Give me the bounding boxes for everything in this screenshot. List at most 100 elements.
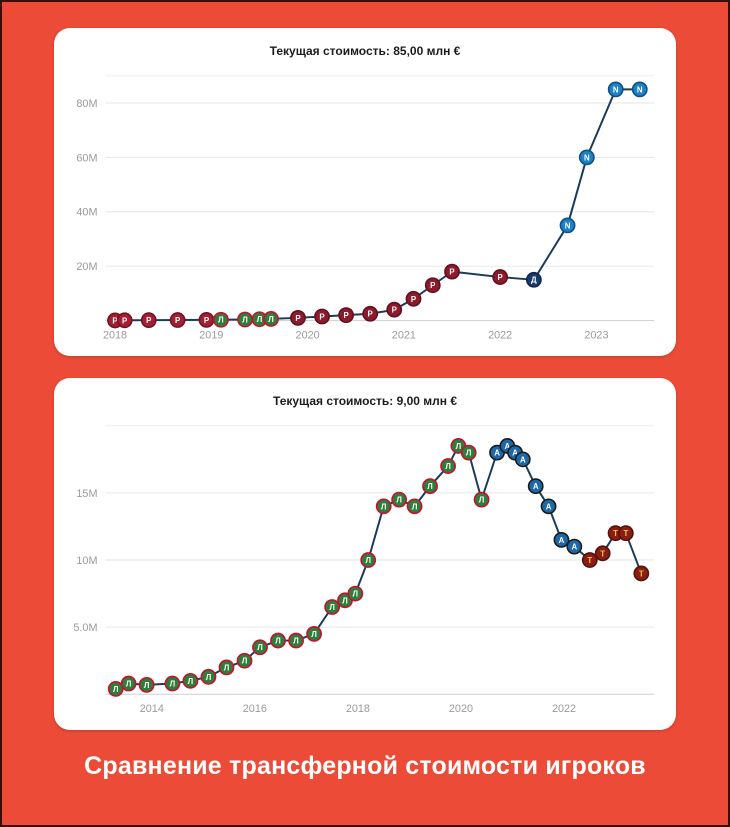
- svg-text:Р: Р: [392, 306, 397, 315]
- data-point-marker-lokomotiv-moscow-icon[interactable]: Л: [270, 632, 286, 649]
- data-point-marker-lokomotiv-moscow-icon[interactable]: Л: [218, 659, 235, 676]
- data-point-marker-torino-icon[interactable]: T: [581, 552, 598, 569]
- data-point-marker-torino-icon[interactable]: T: [633, 565, 650, 582]
- svg-text:Л: Л: [126, 680, 132, 689]
- y-tick-label: 80M: [76, 98, 97, 110]
- data-point-marker-atalanta-icon[interactable]: A: [514, 451, 531, 468]
- data-point-marker-rubin-kazan-icon[interactable]: Р: [405, 290, 422, 307]
- data-point-marker-lokomotiv-moscow-icon[interactable]: Л: [440, 458, 456, 475]
- svg-text:Л: Л: [396, 496, 402, 505]
- data-point-marker-lokomotiv-moscow-icon[interactable]: Л: [406, 498, 423, 515]
- data-point-marker-lokomotiv-moscow-icon[interactable]: Л: [422, 478, 438, 495]
- data-point-marker-lokomotiv-moscow-icon[interactable]: Л: [288, 632, 304, 649]
- x-tick-label: 2018: [103, 329, 127, 341]
- svg-text:Л: Л: [188, 677, 194, 686]
- data-point-marker-rubin-kazan-icon[interactable]: Р: [290, 309, 306, 326]
- svg-text:Л: Л: [479, 496, 485, 505]
- data-point-marker-atalanta-icon[interactable]: A: [527, 478, 544, 495]
- x-tick-label: 2020: [296, 329, 320, 341]
- svg-text:A: A: [512, 449, 518, 458]
- data-point-marker-rubin-kazan-icon[interactable]: Р: [362, 305, 379, 322]
- data-point-marker-dinamo-batumi-icon[interactable]: Д: [525, 271, 542, 288]
- svg-text:Л: Л: [456, 442, 462, 451]
- data-point-marker-torino-icon[interactable]: T: [594, 545, 611, 562]
- svg-text:Л: Л: [257, 643, 263, 652]
- svg-text:Л: Л: [342, 596, 348, 605]
- svg-text:Л: Л: [257, 315, 263, 324]
- data-point-marker-rustavi-icon[interactable]: Р: [198, 312, 215, 328]
- data-point-marker-lokomotiv-moscow-icon[interactable]: Л: [200, 669, 217, 685]
- svg-text:Р: Р: [449, 268, 454, 277]
- data-point-marker-lokomotiv-moscow-icon[interactable]: Л: [324, 599, 341, 616]
- svg-text:A: A: [571, 543, 577, 552]
- data-point-marker-rubin-kazan-icon[interactable]: Р: [492, 269, 509, 285]
- data-point-marker-rubin-kazan-icon[interactable]: Р: [314, 308, 330, 325]
- data-point-marker-rubin-kazan-icon[interactable]: Р: [444, 263, 460, 280]
- svg-text:Д: Д: [531, 276, 537, 285]
- svg-text:A: A: [546, 503, 552, 512]
- svg-text:Р: Р: [122, 316, 127, 325]
- data-point-marker-rubin-kazan-icon[interactable]: Р: [386, 301, 403, 318]
- data-point-marker-lokomotiv-moscow-icon[interactable]: Л: [391, 491, 408, 508]
- data-point-marker-lokomotiv-moscow-icon[interactable]: Л: [237, 311, 253, 328]
- svg-text:Р: Р: [368, 310, 373, 319]
- svg-text:Р: Р: [343, 311, 348, 320]
- data-point-marker-napoli-icon[interactable]: N: [607, 81, 624, 98]
- data-point-marker-lokomotiv-moscow-icon[interactable]: Л: [263, 311, 279, 327]
- y-tick-label: 15M: [76, 488, 97, 500]
- data-point-marker-rustavi-icon[interactable]: Р: [169, 312, 186, 328]
- x-tick-label: 2014: [140, 703, 164, 715]
- svg-text:Р: Р: [411, 295, 416, 304]
- data-point-marker-lokomotiv-moscow-icon[interactable]: Л: [213, 311, 229, 328]
- svg-text:Р: Р: [498, 273, 503, 282]
- data-point-marker-lokomotiv-moscow-icon[interactable]: Л: [182, 673, 199, 689]
- chart-title-top: Текущая стоимость: 85,00 млн €: [269, 44, 461, 58]
- svg-text:Л: Л: [242, 657, 248, 666]
- data-point-marker-lokomotiv-moscow-icon[interactable]: Л: [460, 444, 477, 461]
- svg-text:Л: Л: [113, 685, 119, 694]
- svg-text:Р: Р: [175, 316, 180, 325]
- data-point-marker-torino-icon[interactable]: T: [617, 525, 634, 542]
- page: Текущая стоимость: 85,00 млн € 20M 40M 60M…: [2, 2, 728, 781]
- data-point-marker-lokomotiv-moscow-icon[interactable]: Л: [236, 653, 253, 669]
- data-point-marker-rustavi-icon[interactable]: Р: [116, 312, 133, 329]
- svg-text:T: T: [613, 529, 618, 538]
- svg-text:Л: Л: [329, 603, 335, 612]
- data-point-marker-napoli-icon[interactable]: N: [578, 149, 595, 166]
- data-point-marker-lokomotiv-moscow-icon[interactable]: Л: [347, 585, 364, 602]
- data-point-marker-lokomotiv-moscow-icon[interactable]: Л: [473, 491, 490, 508]
- svg-text:Р: Р: [204, 316, 209, 325]
- data-point-marker-rubin-kazan-icon[interactable]: Р: [338, 307, 355, 324]
- svg-text:Л: Л: [427, 482, 433, 491]
- x-tick-label: 2019: [199, 329, 223, 341]
- data-point-marker-lokomotiv-moscow-icon[interactable]: Л: [375, 498, 392, 515]
- x-tick-label: 2023: [584, 329, 608, 341]
- data-point-marker-atalanta-icon[interactable]: A: [540, 498, 557, 515]
- data-point-marker-napoli-icon[interactable]: N: [559, 217, 576, 234]
- data-point-marker-lokomotiv-moscow-icon[interactable]: Л: [252, 639, 268, 656]
- data-point-marker-lokomotiv-moscow-icon[interactable]: Л: [107, 681, 124, 698]
- value-line: [115, 445, 643, 691]
- svg-text:Р: Р: [295, 314, 300, 323]
- data-point-marker-lokomotiv-moscow-icon[interactable]: Л: [360, 552, 377, 569]
- data-point-marker-atalanta-icon[interactable]: A: [566, 538, 583, 555]
- svg-text:Л: Л: [412, 503, 418, 512]
- svg-text:Л: Л: [268, 315, 274, 324]
- x-tick-label: 2020: [449, 703, 473, 715]
- data-point-marker-rubin-kazan-icon[interactable]: Р: [424, 277, 441, 294]
- data-point-marker-lokomotiv-moscow-icon[interactable]: Л: [120, 675, 137, 692]
- svg-text:Л: Л: [275, 637, 281, 646]
- data-point-marker-napoli-icon[interactable]: N: [631, 81, 648, 98]
- data-point-marker-lokomotiv-moscow-icon[interactable]: Л: [164, 675, 181, 692]
- data-point-marker-lokomotiv-moscow-icon[interactable]: Л: [306, 626, 323, 642]
- data-point-marker-lokomotiv-moscow-icon[interactable]: Л: [138, 677, 155, 693]
- svg-text:Л: Л: [445, 462, 451, 471]
- svg-text:Л: Л: [144, 681, 150, 690]
- svg-text:Л: Л: [466, 449, 472, 458]
- svg-text:Р: Р: [112, 316, 117, 325]
- svg-text:A: A: [559, 536, 565, 545]
- data-point-marker-rustavi-icon[interactable]: Р: [140, 312, 157, 329]
- data-point-marker-atalanta-icon[interactable]: A: [553, 532, 570, 549]
